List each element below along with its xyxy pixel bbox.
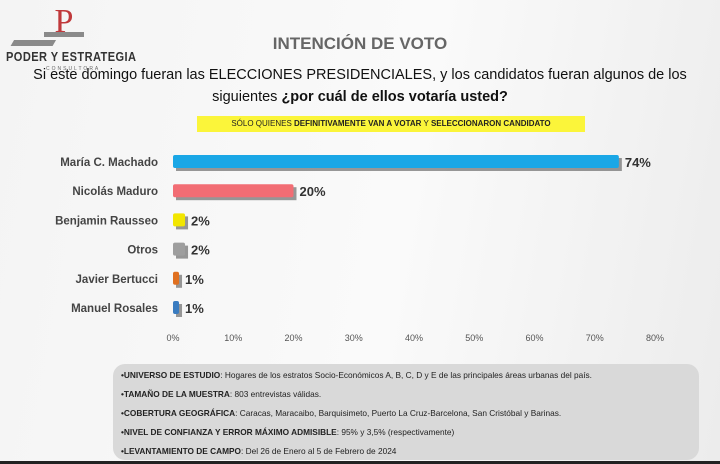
question-line-1: Si este domingo fueran las ELECCIONES PR…: [33, 67, 687, 83]
x-tick-label: 30%: [345, 333, 363, 343]
category-label: María C. Machado: [60, 157, 158, 169]
bottom-border: [0, 461, 720, 464]
x-tick-label: 70%: [586, 333, 604, 343]
bar: [173, 213, 186, 227]
bar: [173, 242, 186, 256]
category-label: Nicolás Maduro: [72, 186, 158, 198]
filter-note: SÓLO QUIENES DEFINITIVAMENTE VAN A VOTAR…: [197, 116, 585, 132]
brand-name: PODER Y ESTRATEGIA: [6, 49, 137, 64]
category-label: Benjamin Rausseo: [55, 215, 158, 227]
methodology-item: •COBERTURA GEOGRÁFICA: Caracas, Maracaib…: [121, 408, 562, 418]
page-title: INTENCIÓN DE VOTO: [272, 34, 448, 53]
bar: [173, 301, 180, 314]
bar: [173, 184, 294, 198]
x-tick-label: 60%: [525, 333, 543, 343]
bar-chart: María C. Machado 74% Nicolás Maduro 20% Benj…: [55, 155, 664, 343]
question-plain: siguientes: [212, 89, 282, 105]
bar: [173, 271, 180, 285]
note-bold: DEFINITIVAMENTE VAN A VOTAR: [294, 119, 422, 128]
x-tick-label: 20%: [284, 333, 302, 343]
x-tick-label: 80%: [646, 333, 664, 343]
brand-subtitle: CONSULTORA: [46, 66, 101, 72]
methodology-item: •NIVEL DE CONFIANZA Y ERROR MÁXIMO ADMIS…: [121, 427, 455, 437]
question-bold: ¿por cuál de ellos votaría usted?: [281, 89, 508, 105]
brand-logo: P: [10, 3, 84, 46]
category-label: Javier Bertucci: [76, 274, 158, 286]
data-label: 2%: [191, 213, 210, 228]
note-bold: SELECCIONARON CANDIDATO: [430, 119, 551, 128]
data-label: 1%: [185, 272, 204, 287]
note-part: SÓLO QUIENES: [231, 119, 295, 128]
data-label: 1%: [185, 301, 204, 316]
logo-letter: P: [55, 3, 74, 40]
methodology-item: •TAMAÑO DE LA MUESTRA: 803 entrevistas v…: [121, 389, 322, 399]
x-tick-label: 10%: [224, 333, 242, 343]
category-label: Otros: [127, 245, 158, 257]
question-line-2: siguientes ¿por cuál de ellos votaría us…: [0, 89, 720, 105]
bar: [173, 155, 619, 168]
category-label: Manuel Rosales: [71, 303, 158, 315]
methodology-item: •LEVANTAMIENTO DE CAMPO: Del 26 de Enero…: [121, 446, 397, 456]
methodology-box: •UNIVERSO DE ESTUDIO: Hogares de los est…: [113, 364, 699, 460]
x-tick-label: 0%: [166, 333, 179, 343]
data-label: 2%: [191, 243, 210, 258]
x-tick-label: 50%: [465, 333, 483, 343]
data-label: 20%: [300, 184, 326, 199]
data-label: 74%: [625, 155, 651, 170]
x-tick-label: 40%: [405, 333, 423, 343]
note-part: Y: [421, 119, 431, 128]
methodology-item: •UNIVERSO DE ESTUDIO: Hogares de los est…: [121, 370, 592, 380]
